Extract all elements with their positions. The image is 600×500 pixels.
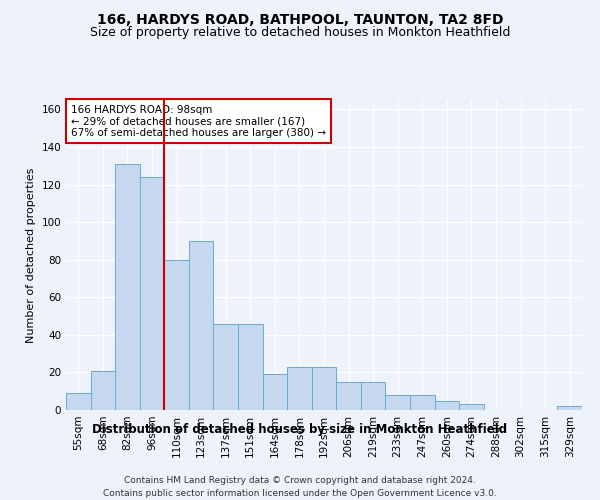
Text: 166, HARDYS ROAD, BATHPOOL, TAUNTON, TA2 8FD: 166, HARDYS ROAD, BATHPOOL, TAUNTON, TA2… <box>97 12 503 26</box>
Bar <box>66 393 91 410</box>
Y-axis label: Number of detached properties: Number of detached properties <box>26 168 36 342</box>
Bar <box>164 260 189 410</box>
Bar <box>336 382 361 410</box>
Text: Contains public sector information licensed under the Open Government Licence v3: Contains public sector information licen… <box>103 489 497 498</box>
Bar <box>115 164 140 410</box>
Bar <box>385 395 410 410</box>
Text: Contains HM Land Registry data © Crown copyright and database right 2024.: Contains HM Land Registry data © Crown c… <box>124 476 476 485</box>
Bar <box>312 367 336 410</box>
Bar <box>410 395 434 410</box>
Bar <box>287 367 312 410</box>
Text: Size of property relative to detached houses in Monkton Heathfield: Size of property relative to detached ho… <box>90 26 510 39</box>
Bar <box>263 374 287 410</box>
Bar <box>214 324 238 410</box>
Bar <box>434 400 459 410</box>
Bar <box>189 241 214 410</box>
Bar <box>238 324 263 410</box>
Bar <box>557 406 582 410</box>
Text: Distribution of detached houses by size in Monkton Heathfield: Distribution of detached houses by size … <box>92 422 508 436</box>
Bar <box>459 404 484 410</box>
Bar <box>361 382 385 410</box>
Bar <box>91 370 115 410</box>
Bar <box>140 177 164 410</box>
Text: 166 HARDYS ROAD: 98sqm
← 29% of detached houses are smaller (167)
67% of semi-de: 166 HARDYS ROAD: 98sqm ← 29% of detached… <box>71 104 326 138</box>
